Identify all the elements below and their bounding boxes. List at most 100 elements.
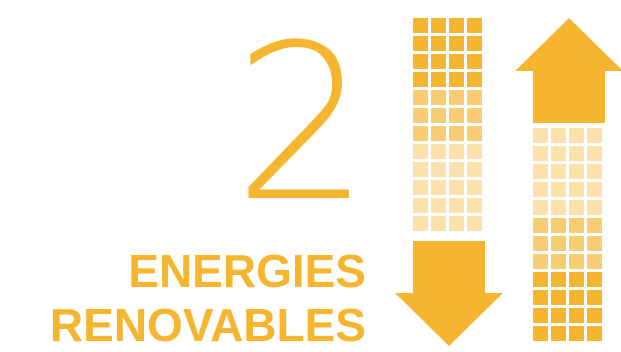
up-column-block <box>569 254 584 269</box>
up-column-block <box>533 272 548 287</box>
down-column-block <box>467 180 482 195</box>
down-column-block <box>431 36 446 51</box>
up-column-block <box>587 326 602 341</box>
up-column-block <box>569 128 584 143</box>
up-column-block <box>587 128 602 143</box>
down-column-block <box>413 18 428 33</box>
up-column-block <box>569 200 584 215</box>
down-column-block <box>467 108 482 123</box>
down-column-blocks <box>413 18 482 231</box>
up-column-block <box>533 236 548 251</box>
down-column-block <box>431 180 446 195</box>
up-column-block <box>587 146 602 161</box>
down-column-block <box>431 216 446 231</box>
up-column-block <box>569 218 584 233</box>
down-column-block <box>431 18 446 33</box>
down-column-block <box>449 198 464 213</box>
down-column-block <box>467 18 482 33</box>
up-column-block <box>587 164 602 179</box>
arrow-down-icon <box>395 241 503 346</box>
down-column-block <box>467 198 482 213</box>
up-column-block <box>569 272 584 287</box>
down-column-block <box>413 198 428 213</box>
up-column-block <box>551 200 566 215</box>
down-column-block <box>449 90 464 105</box>
down-column-block <box>449 108 464 123</box>
up-column-block <box>533 254 548 269</box>
down-column-block <box>467 54 482 69</box>
up-column-block <box>587 254 602 269</box>
up-column-block <box>569 164 584 179</box>
up-column-block <box>551 308 566 323</box>
down-column-block <box>431 54 446 69</box>
down-column-block <box>449 144 464 159</box>
up-column-block <box>533 308 548 323</box>
up-column-block <box>533 218 548 233</box>
down-column-block <box>449 36 464 51</box>
up-column-block <box>587 290 602 305</box>
up-column-block <box>533 326 548 341</box>
down-column-block <box>431 198 446 213</box>
up-column-block <box>569 146 584 161</box>
down-column-block <box>431 90 446 105</box>
up-column-block <box>533 200 548 215</box>
up-column-block <box>587 236 602 251</box>
up-column-block <box>569 236 584 251</box>
down-column-block <box>431 126 446 141</box>
down-column-block <box>449 162 464 177</box>
down-column-block <box>467 72 482 87</box>
down-column-block <box>431 108 446 123</box>
up-column-block <box>587 182 602 197</box>
down-column-block <box>413 162 428 177</box>
up-column-block <box>569 308 584 323</box>
up-column-block <box>551 128 566 143</box>
up-column-block <box>533 164 548 179</box>
down-column-block <box>467 126 482 141</box>
up-column-block <box>569 290 584 305</box>
down-column-block <box>467 90 482 105</box>
down-column-block <box>413 216 428 231</box>
up-column-block <box>569 326 584 341</box>
down-column-block <box>413 54 428 69</box>
title-line-energies: ENERGIES <box>128 245 366 297</box>
down-column-block <box>449 72 464 87</box>
up-column-block <box>533 290 548 305</box>
down-column-block <box>413 126 428 141</box>
up-column-block <box>551 272 566 287</box>
up-column-block <box>533 146 548 161</box>
up-column-block <box>533 182 548 197</box>
down-column-block <box>431 72 446 87</box>
down-column-block <box>449 54 464 69</box>
down-column-block <box>413 90 428 105</box>
arrow-up-icon <box>515 18 621 123</box>
section-number: 2 <box>233 0 371 249</box>
up-column-block <box>587 308 602 323</box>
up-column-block <box>551 290 566 305</box>
up-column-block <box>533 128 548 143</box>
up-column-blocks <box>533 128 602 341</box>
up-column-block <box>551 164 566 179</box>
down-column-block <box>431 162 446 177</box>
down-column-block <box>449 126 464 141</box>
down-column-block <box>413 180 428 195</box>
down-column-block <box>449 216 464 231</box>
title-line-renovables: RENOVABLES <box>49 299 366 351</box>
up-column-block <box>587 272 602 287</box>
down-column-block <box>413 144 428 159</box>
up-column-block <box>587 200 602 215</box>
down-column-block <box>413 36 428 51</box>
up-column-block <box>569 182 584 197</box>
up-column-block <box>551 326 566 341</box>
down-column-block <box>467 216 482 231</box>
down-column-block <box>467 144 482 159</box>
down-column-block <box>431 144 446 159</box>
up-column-block <box>551 236 566 251</box>
down-column-block <box>449 180 464 195</box>
down-column-block <box>467 36 482 51</box>
down-column-block <box>413 108 428 123</box>
down-column-block <box>413 72 428 87</box>
up-column-block <box>551 254 566 269</box>
up-column-block <box>551 218 566 233</box>
down-column-block <box>449 18 464 33</box>
